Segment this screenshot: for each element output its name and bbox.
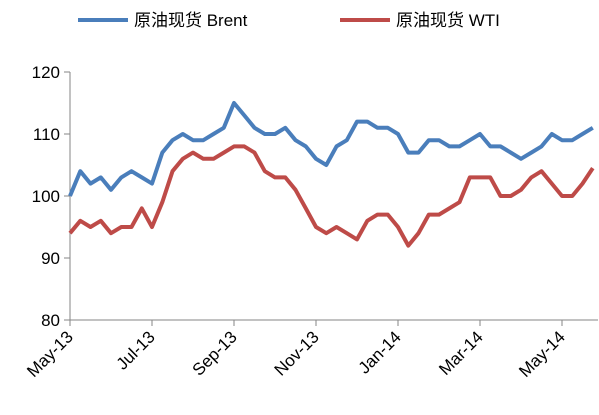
x-tick-label: Nov-13	[271, 327, 323, 379]
x-tick-label: Jul-13	[113, 327, 159, 373]
x-tick-label: Sep-13	[189, 327, 241, 379]
x-tick-label: Mar-14	[435, 327, 487, 379]
y-tick-label: 100	[32, 187, 60, 206]
series-line	[68, 101, 594, 197]
y-tick-label: 90	[41, 249, 60, 268]
x-tick-label: May-14	[515, 327, 569, 381]
series-line	[68, 144, 595, 248]
y-tick-label: 110	[33, 125, 60, 144]
x-tick-label: Jan-14	[355, 327, 405, 377]
y-tick-label: 120	[32, 63, 60, 82]
x-tick-label: May-13	[23, 327, 77, 381]
legend-label: 原油现货 WTI	[396, 11, 500, 30]
y-tick-label: 80	[41, 311, 60, 330]
legend-label: 原油现货 Brent	[134, 11, 248, 30]
